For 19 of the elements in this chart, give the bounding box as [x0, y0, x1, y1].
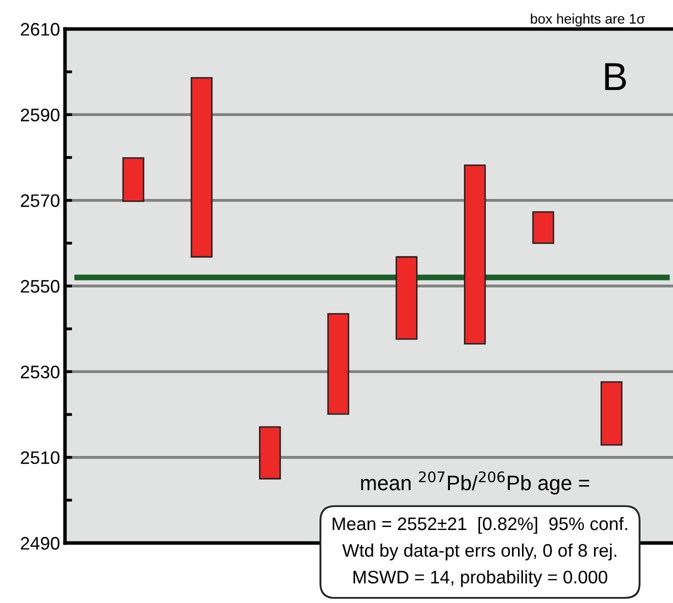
- text: box heights are 1σ: [530, 14, 645, 26]
- bar: [259, 426, 281, 480]
- y-tick-label: 2530: [20, 366, 60, 378]
- y-tick-label: 2510: [20, 451, 60, 464]
- bar: [327, 313, 350, 415]
- y-tick-label: 2550: [20, 280, 60, 293]
- annotation: mean $^{207}$Pb/$^{206}$Pb age =: [361, 471, 590, 494]
- annotation: Mean = 2552±21 [0.82%] 95% conf. Wtd by data-pt errs only, 0 of 8 rej. MSWD = 14, probability = 0.000: [332, 516, 628, 588]
- bar: [532, 211, 554, 244]
- bar: [190, 77, 213, 258]
- y-tick-label: 2610: [20, 22, 60, 36]
- y-tick-label: 2490: [20, 536, 60, 550]
- bar: [600, 381, 622, 446]
- bar: [122, 157, 144, 202]
- annotation: B: [605, 63, 626, 90]
- bar: [464, 164, 486, 345]
- y-tick-label: 2590: [20, 108, 60, 122]
- y-tick-label: 2570: [20, 194, 60, 208]
- bar: [396, 256, 418, 340]
